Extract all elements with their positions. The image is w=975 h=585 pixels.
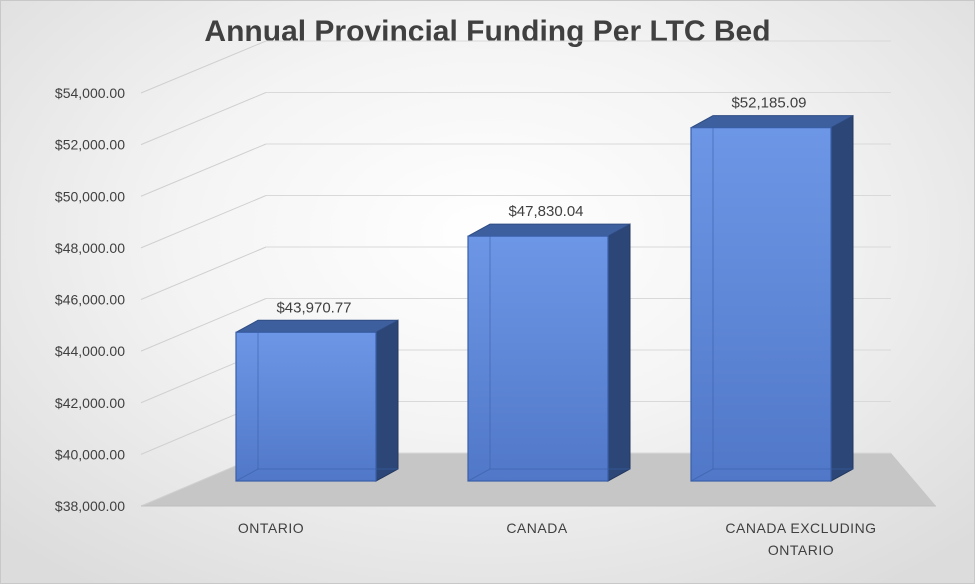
x-tick-label: ONTARIO	[238, 520, 304, 536]
bar-edge	[235, 468, 259, 482]
bar	[690, 114, 854, 482]
bar	[467, 223, 631, 482]
y-tick-label: $54,000.00	[55, 85, 125, 101]
data-label: $47,830.04	[508, 203, 583, 220]
y-tick-label: $44,000.00	[55, 343, 125, 359]
gridline-diagonal	[140, 298, 267, 352]
bar-side	[830, 114, 854, 482]
gridline-diagonal	[140, 195, 267, 249]
data-label: $52,185.09	[731, 95, 806, 112]
y-tick-label: $52,000.00	[55, 137, 125, 153]
x-tick-label: CANADA	[506, 520, 568, 536]
bar-side	[375, 319, 399, 482]
bar-top	[690, 115, 854, 129]
bar-front	[467, 235, 609, 482]
bar-front	[235, 331, 377, 482]
data-label: $43,970.77	[276, 299, 351, 316]
y-tick-label: $46,000.00	[55, 292, 125, 308]
bar-top	[467, 223, 631, 237]
y-tick-label: $48,000.00	[55, 240, 125, 256]
chart-title: Annual Provincial Funding Per LTC Bed	[204, 15, 771, 48]
x-tick-label: ONTARIO	[768, 542, 834, 558]
bar-side	[607, 223, 631, 482]
gridline-diagonal	[140, 143, 267, 197]
gridline-diagonal	[140, 40, 267, 94]
bar-edge	[467, 468, 491, 482]
x-tick-label: CANADA EXCLUDING	[725, 520, 876, 536]
y-tick-label: $38,000.00	[55, 498, 125, 514]
bar	[235, 319, 399, 482]
bar-top	[235, 319, 399, 333]
gridline-diagonal	[140, 246, 267, 300]
bar-edge	[690, 468, 714, 482]
bar-front	[690, 127, 832, 482]
gridline-diagonal	[140, 92, 267, 146]
y-tick-label: $50,000.00	[55, 188, 125, 204]
y-tick-label: $40,000.00	[55, 446, 125, 462]
y-tick-label: $42,000.00	[55, 395, 125, 411]
